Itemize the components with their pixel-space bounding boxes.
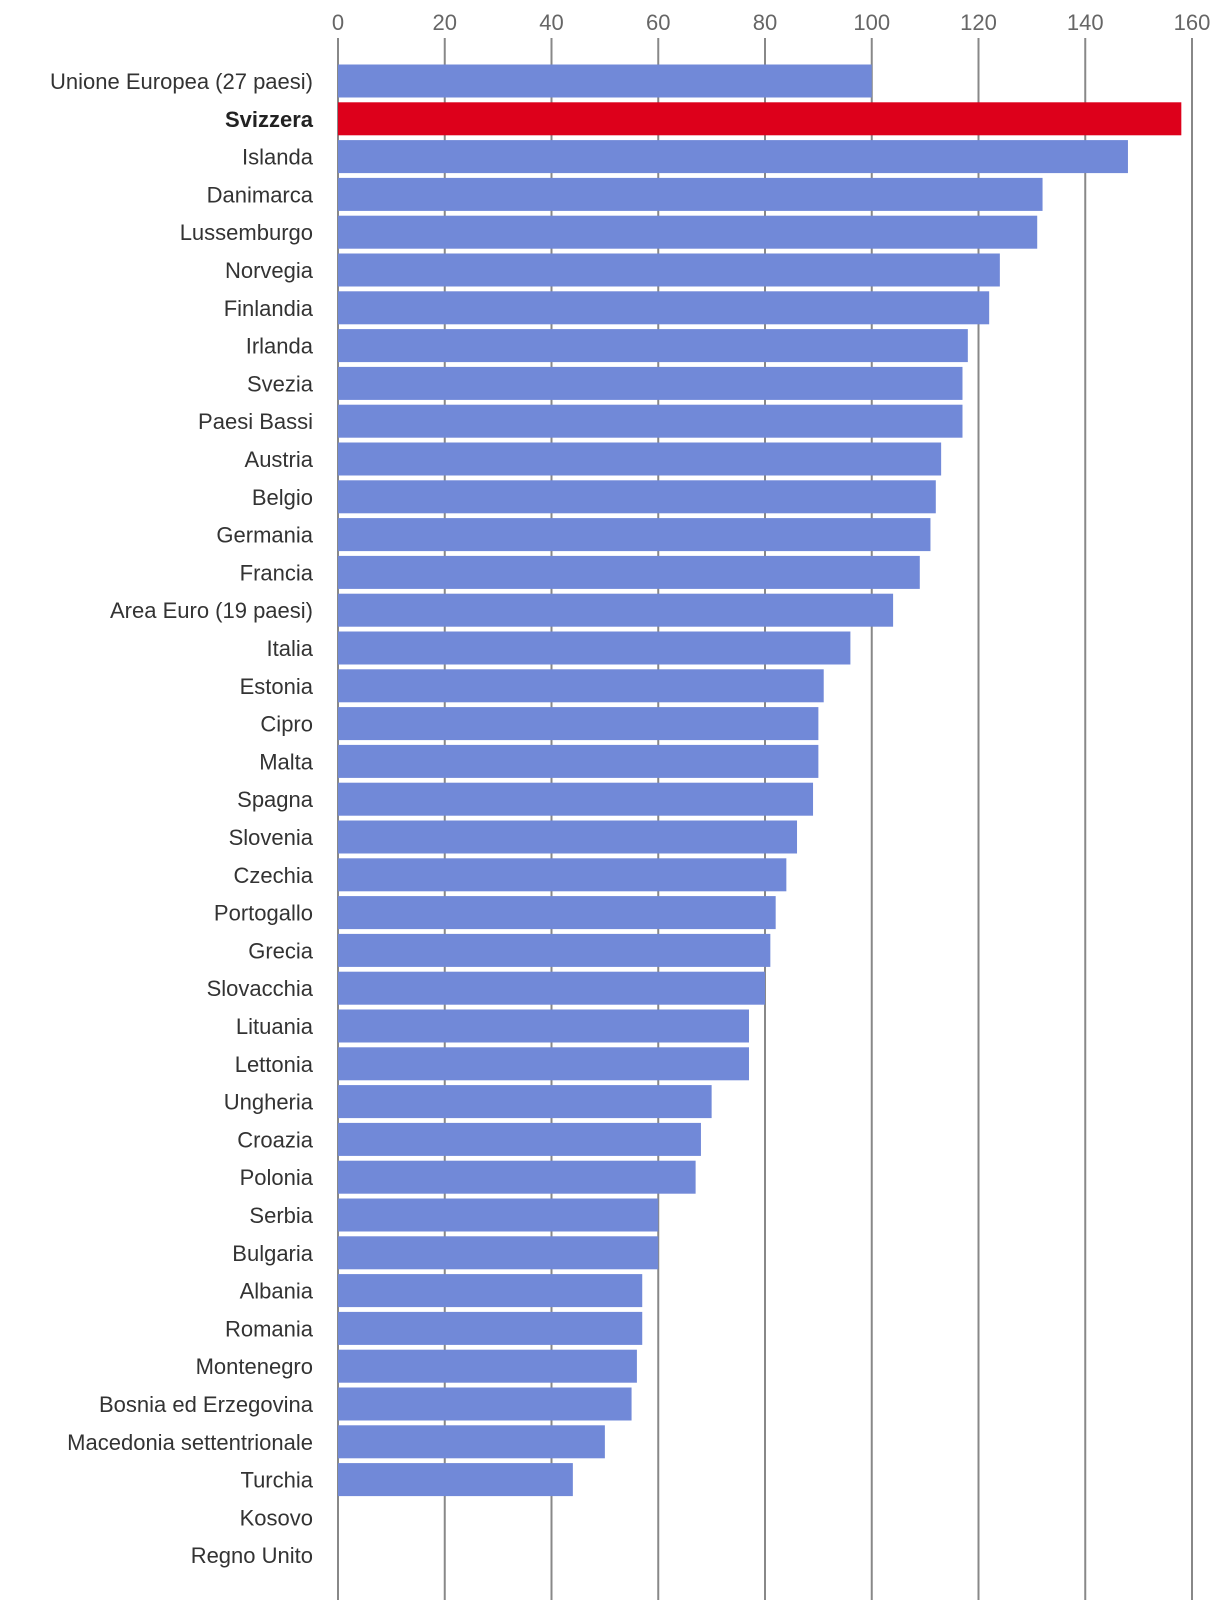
category-label: Kosovo	[240, 1505, 313, 1530]
category-label: Montenegro	[196, 1354, 313, 1379]
bar	[338, 480, 936, 514]
category-label: Croazia	[237, 1127, 314, 1152]
bar	[338, 215, 1038, 249]
bar	[338, 669, 824, 703]
bar	[338, 518, 931, 552]
x-tick-label: 60	[646, 10, 670, 35]
bar	[338, 631, 851, 665]
bar	[338, 1311, 643, 1345]
bars	[338, 64, 1182, 1497]
category-label: Spagna	[237, 787, 314, 812]
x-tick-label: 140	[1067, 10, 1104, 35]
category-label: Slovacchia	[207, 976, 314, 1001]
category-label: Italia	[267, 636, 314, 661]
bar	[338, 971, 765, 1005]
bar	[338, 593, 894, 627]
bar	[338, 140, 1128, 174]
bar	[338, 1047, 749, 1081]
category-label: Grecia	[248, 938, 314, 963]
bar	[338, 1122, 701, 1156]
category-label: Paesi Bassi	[198, 409, 313, 434]
bar	[338, 291, 990, 325]
x-tick-label: 160	[1174, 10, 1211, 35]
bar	[338, 1274, 643, 1308]
category-label: Regno Unito	[191, 1543, 313, 1568]
category-label: Albania	[240, 1279, 314, 1304]
x-tick-label: 40	[539, 10, 563, 35]
bar	[338, 933, 771, 967]
category-label: Finlandia	[224, 296, 314, 321]
bar	[338, 329, 968, 363]
category-label: Estonia	[240, 674, 314, 699]
category-label: Serbia	[249, 1203, 313, 1228]
bar	[338, 1349, 637, 1383]
bar	[338, 102, 1182, 136]
category-label: Bulgaria	[232, 1241, 313, 1266]
bar	[338, 442, 942, 476]
category-label: Turchia	[240, 1468, 313, 1493]
bar	[338, 177, 1043, 211]
category-label: Area Euro (19 paesi)	[110, 598, 313, 623]
bar	[338, 1160, 696, 1194]
category-label: Germania	[216, 523, 313, 548]
category-label: Slovenia	[229, 825, 314, 850]
category-label: Cipro	[260, 712, 313, 737]
category-label: Czechia	[234, 863, 314, 888]
category-label: Polonia	[240, 1165, 314, 1190]
x-tick-label: 80	[753, 10, 777, 35]
x-tick-label: 100	[853, 10, 890, 35]
category-label: Norvegia	[225, 258, 314, 283]
bar	[338, 1085, 712, 1119]
bar	[338, 404, 963, 438]
category-label: Lussemburgo	[180, 220, 313, 245]
category-label: Macedonia settentrionale	[67, 1430, 313, 1455]
bar	[338, 1198, 659, 1232]
category-label: Francia	[240, 560, 314, 585]
bar	[338, 896, 776, 930]
category-label: Romania	[225, 1316, 314, 1341]
bar	[338, 858, 787, 892]
bar	[338, 555, 920, 589]
x-axis-ticks: 0 20 40 60 80 100 120 140 160	[332, 10, 1210, 35]
category-label: Ungheria	[224, 1090, 314, 1115]
bar	[338, 707, 819, 741]
bar	[338, 1387, 632, 1421]
category-label: Lettonia	[235, 1052, 314, 1077]
x-tick-label: 20	[433, 10, 457, 35]
bar	[338, 782, 814, 816]
category-label: Bosnia ed Erzegovina	[99, 1392, 314, 1417]
x-tick-label: 0	[332, 10, 344, 35]
category-label: Portogallo	[214, 901, 313, 926]
category-label: Malta	[259, 749, 314, 774]
bar	[338, 1463, 573, 1497]
category-label: Unione Europea (27 paesi)	[50, 69, 313, 94]
category-label: Svizzera	[225, 107, 314, 132]
bar	[338, 64, 872, 98]
category-label: Lituania	[236, 1014, 314, 1039]
category-label: Danimarca	[207, 182, 314, 207]
category-label: Svezia	[247, 371, 314, 396]
bar	[338, 366, 963, 400]
bar	[338, 744, 819, 778]
category-label: Irlanda	[246, 334, 314, 359]
bar	[338, 253, 1000, 287]
bar	[338, 1425, 605, 1459]
bar	[338, 1009, 749, 1043]
category-label: Belgio	[252, 485, 313, 510]
bar	[338, 820, 798, 854]
category-label: Austria	[245, 447, 314, 472]
category-label: Islanda	[242, 145, 314, 170]
category-labels: Unione Europea (27 paesi) Svizzera Islanda…	[50, 69, 314, 1568]
bar	[338, 1236, 659, 1270]
x-tick-label: 120	[960, 10, 997, 35]
